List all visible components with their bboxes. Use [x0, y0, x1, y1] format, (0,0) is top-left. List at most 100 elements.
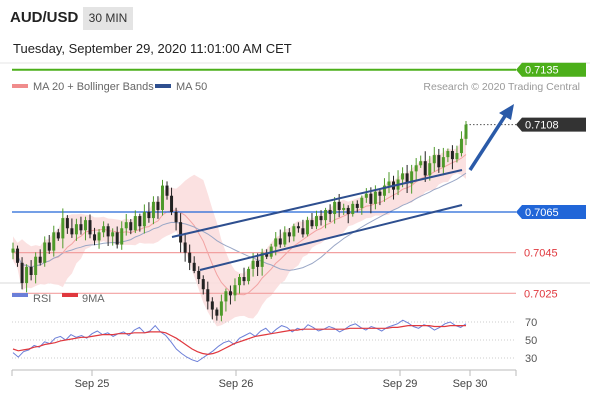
- candle-body: [83, 220, 87, 231]
- candle-body: [328, 209, 332, 215]
- candle-body: [296, 226, 300, 229]
- candle-body: [34, 256, 38, 276]
- candle-body: [360, 197, 364, 208]
- candle-body: [337, 201, 341, 210]
- candle-body: [450, 151, 454, 160]
- candle-body: [464, 124, 468, 139]
- candle-body: [147, 212, 151, 219]
- candle-body: [251, 260, 255, 269]
- candle-body: [305, 220, 309, 235]
- candle-body: [410, 171, 414, 184]
- candle-body: [133, 216, 137, 231]
- candle-body: [287, 232, 291, 237]
- candle-body: [351, 203, 355, 215]
- candle-body: [115, 232, 119, 245]
- candle-body: [265, 252, 269, 257]
- candle-body: [206, 289, 210, 302]
- target-arrow-head: [499, 104, 514, 120]
- legend-swatch-ma50: [155, 84, 171, 88]
- level-label: 0.7065: [525, 207, 559, 219]
- candle-body: [233, 285, 237, 296]
- candle-body: [414, 165, 418, 172]
- rsi-tick-label: 70: [525, 317, 537, 329]
- candle-body: [179, 222, 183, 243]
- candle-body: [11, 248, 15, 253]
- candle-body: [378, 191, 382, 196]
- rsi-tick-label: 50: [525, 335, 537, 347]
- x-tick-label: Sep 25: [75, 378, 110, 390]
- candle-body: [70, 228, 74, 235]
- rsi-9ma-line: [12, 325, 466, 356]
- candle-body: [346, 207, 350, 215]
- candle-body: [74, 224, 78, 235]
- x-axis: Sep 25 Sep 26 Sep 29 Sep 30: [11, 370, 517, 390]
- candle-body: [387, 181, 391, 186]
- candle-body: [228, 291, 232, 296]
- candle-body: [79, 224, 83, 231]
- candle-body: [183, 242, 187, 253]
- ma20-line: [12, 154, 467, 296]
- candle-body: [423, 161, 427, 176]
- candle-body: [61, 218, 65, 239]
- timeframe-badge[interactable]: 30 MIN: [83, 7, 133, 30]
- rsi-tick-label: 30: [525, 353, 537, 365]
- candle-body: [20, 262, 24, 284]
- candle-body: [142, 212, 146, 227]
- candle-body: [260, 252, 264, 267]
- rsi-panel: 30 50 70: [12, 317, 537, 365]
- rsi-line: [12, 319, 467, 363]
- legend-label-9ma: 9MA: [82, 293, 105, 305]
- candle-body: [382, 185, 386, 196]
- candle-body: [319, 216, 323, 221]
- candle-body: [292, 226, 296, 237]
- candle-body: [160, 185, 164, 210]
- trend-channel: [171, 104, 514, 271]
- level-tag: [516, 62, 586, 77]
- x-tick-label: Sep 26: [219, 378, 254, 390]
- candle-body: [43, 242, 47, 263]
- candle-body: [129, 222, 133, 231]
- level-label: 0.7025: [524, 288, 558, 300]
- candle-body: [102, 226, 106, 233]
- level-tag: [516, 205, 586, 219]
- candle-body: [301, 228, 305, 235]
- candle-body: [25, 266, 29, 284]
- legend-swatch-ma20: [12, 84, 28, 88]
- candle-body: [324, 209, 328, 221]
- candle-body: [16, 248, 20, 263]
- legend-swatch-9ma: [62, 293, 78, 297]
- candle-body: [65, 218, 69, 229]
- candle-body: [355, 203, 359, 208]
- candle-body: [315, 216, 319, 227]
- symbol-title: AUD/USD: [10, 9, 79, 26]
- candle-body: [419, 161, 423, 166]
- candle-body: [455, 153, 459, 160]
- candle-body: [428, 163, 432, 176]
- level-label: 0.7108: [525, 120, 559, 132]
- candle-body: [88, 220, 92, 235]
- candle-body: [333, 201, 337, 215]
- candle-body: [437, 155, 441, 168]
- candle-body: [342, 207, 346, 210]
- x-tick-label: Sep 29: [383, 378, 418, 390]
- candle-body: [446, 151, 450, 158]
- candle-body: [215, 309, 219, 316]
- candle-body: [156, 201, 160, 210]
- candle-body: [441, 157, 445, 168]
- candle-body: [238, 277, 241, 286]
- candle-body: [364, 193, 368, 198]
- candle-body: [247, 268, 251, 282]
- candle-body: [120, 228, 124, 245]
- candle-body: [274, 238, 278, 247]
- candle-body: [52, 232, 56, 251]
- level-label: 0.7135: [525, 65, 559, 77]
- x-tick-label: Sep 30: [453, 378, 488, 390]
- candle-body: [210, 301, 214, 310]
- candle-body: [174, 212, 178, 223]
- candle-body: [165, 185, 169, 196]
- legend-swatch-rsi: [12, 293, 28, 297]
- channel-lower-line: [199, 204, 463, 271]
- candle-body: [459, 138, 463, 154]
- candle-body: [29, 266, 33, 276]
